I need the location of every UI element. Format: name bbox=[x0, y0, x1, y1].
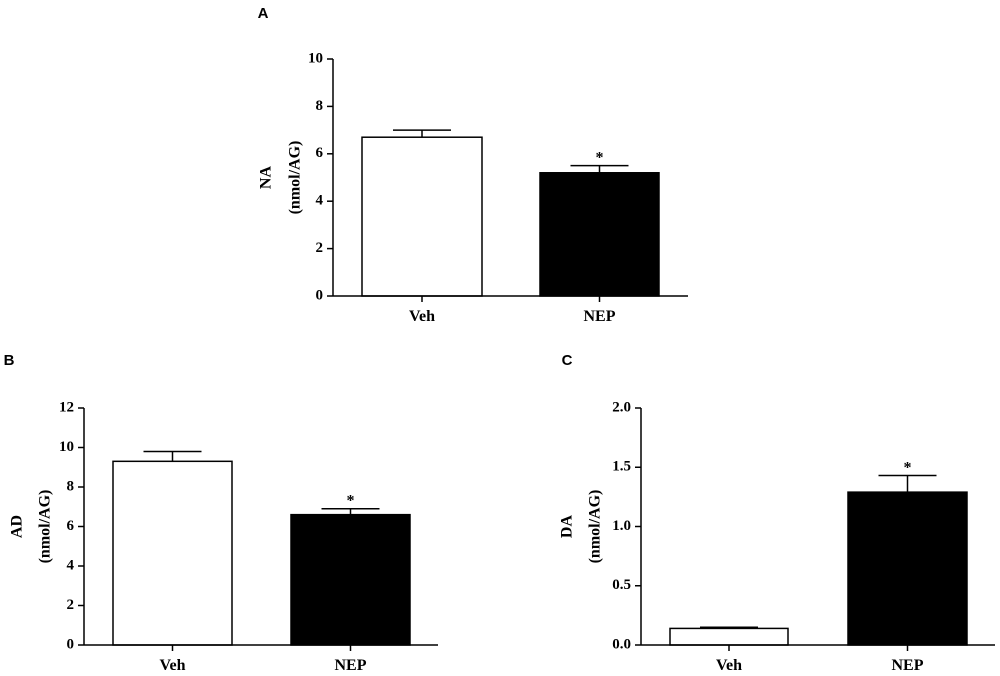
y-tick-label: 8 bbox=[316, 98, 324, 114]
y-tick-label: 2 bbox=[67, 597, 75, 613]
y-tick-label: 4 bbox=[316, 193, 324, 209]
bar-nep bbox=[847, 491, 968, 646]
y-axis-label: DA bbox=[559, 515, 576, 539]
y-tick-label: 12 bbox=[59, 399, 74, 415]
category-label: NEP bbox=[584, 308, 616, 325]
bar-nep bbox=[290, 513, 411, 646]
category-label: Veh bbox=[159, 657, 185, 674]
y-axis-unit-label: (nmol/AG) bbox=[287, 141, 304, 215]
category-label: NEP bbox=[335, 657, 367, 674]
category-label: Veh bbox=[716, 657, 742, 674]
chart-panel-c: C Veh * NEP 0.0 0.5 1.0 1.5 2.0 DA (nmol/AG) bbox=[559, 352, 995, 674]
bar-veh bbox=[361, 136, 483, 297]
y-axis-label: AD bbox=[9, 515, 26, 538]
significance-marker: * bbox=[904, 460, 912, 477]
y-tick-label: 1.0 bbox=[612, 518, 631, 534]
y-tick-label: 1.5 bbox=[612, 459, 631, 475]
y-tick-label: 0 bbox=[67, 636, 75, 652]
y-tick-label: 6 bbox=[316, 145, 324, 161]
y-axis-unit-label: (nmol/AG) bbox=[37, 490, 54, 564]
y-tick-label: 2.0 bbox=[612, 399, 631, 415]
y-tick-label: 0.5 bbox=[612, 577, 631, 593]
significance-marker: * bbox=[347, 493, 355, 510]
y-tick-label: 8 bbox=[67, 478, 75, 494]
panel-letter: B bbox=[4, 352, 15, 369]
y-tick-label: 4 bbox=[67, 557, 75, 573]
y-tick-label: 10 bbox=[308, 50, 323, 66]
y-tick-label: 10 bbox=[59, 439, 74, 455]
panel-letter: A bbox=[258, 5, 269, 22]
significance-marker: * bbox=[596, 150, 604, 167]
y-axis-unit-label: (nmol/AG) bbox=[587, 490, 604, 564]
category-label: Veh bbox=[409, 308, 435, 325]
y-tick-label: 0 bbox=[316, 287, 324, 303]
y-tick-label: 2 bbox=[316, 240, 324, 256]
y-axis-label: NA bbox=[258, 166, 275, 190]
bar-veh bbox=[669, 627, 789, 646]
panel-letter: C bbox=[562, 352, 573, 369]
chart-panel-b: B Veh * NEP 0 2 4 6 8 10 12 AD (nmol/AG) bbox=[4, 352, 438, 674]
chart-panel-a: A Veh * NEP 0 2 4 6 8 10 NA (nmol/AG) bbox=[258, 5, 688, 325]
category-label: NEP bbox=[892, 657, 924, 674]
bar-nep bbox=[539, 172, 660, 297]
y-tick-label: 6 bbox=[67, 518, 75, 534]
y-tick-label: 0.0 bbox=[612, 636, 631, 652]
bar-veh bbox=[112, 460, 233, 646]
